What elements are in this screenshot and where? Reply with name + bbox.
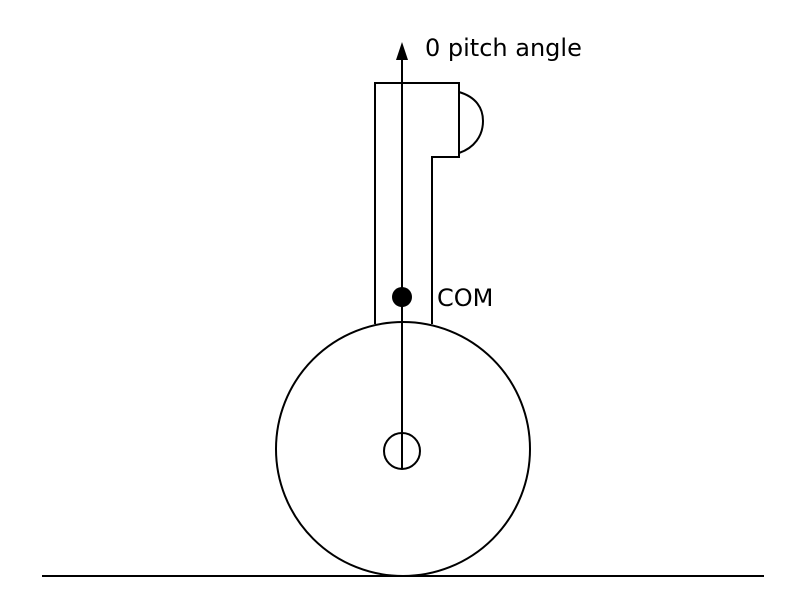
com-dot <box>392 287 412 307</box>
sensor-bump <box>458 91 485 154</box>
robot-body <box>374 82 460 324</box>
axis-label: 0 pitch angle <box>425 34 582 62</box>
arrowhead-icon <box>396 42 408 60</box>
com-label: COM <box>437 284 493 312</box>
